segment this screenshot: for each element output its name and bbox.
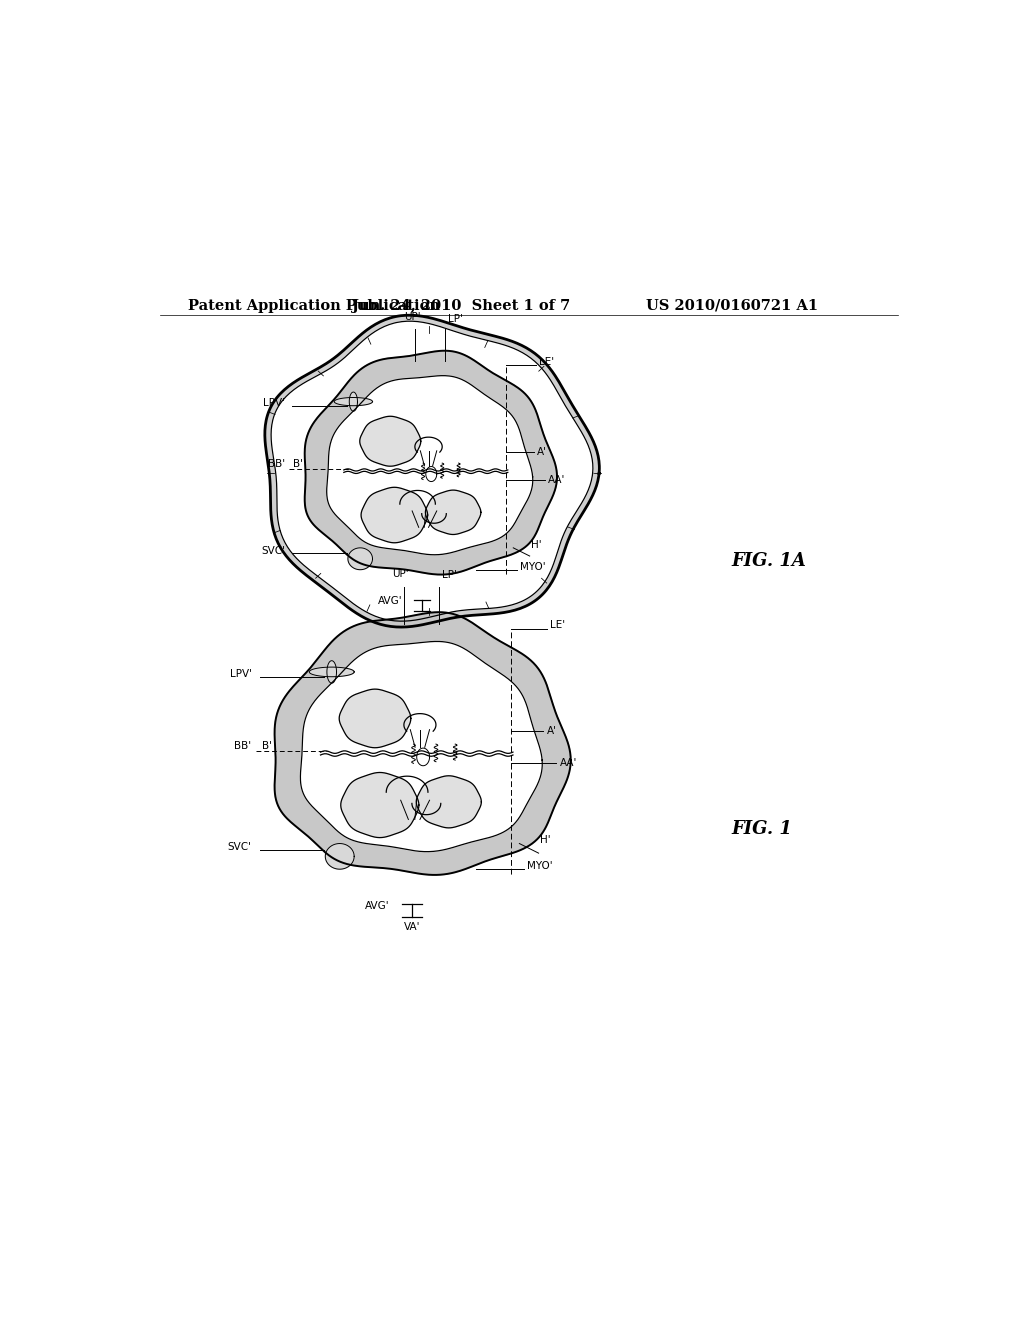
Text: A': A' <box>547 726 557 737</box>
Text: RV': RV' <box>443 793 460 804</box>
Text: Jun. 24, 2010  Sheet 1 of 7: Jun. 24, 2010 Sheet 1 of 7 <box>352 298 570 313</box>
Polygon shape <box>359 416 421 466</box>
Text: LA': LA' <box>364 713 380 723</box>
Polygon shape <box>327 376 532 554</box>
Polygon shape <box>349 392 357 411</box>
Polygon shape <box>341 772 419 838</box>
Text: B': B' <box>293 459 303 470</box>
Text: UP': UP' <box>403 313 421 322</box>
Text: LP': LP' <box>442 570 458 581</box>
Text: BB': BB' <box>234 741 252 751</box>
Text: BB': BB' <box>268 459 285 470</box>
Text: LV': LV' <box>452 438 466 447</box>
Text: Patent Application Publication: Patent Application Publication <box>187 298 439 313</box>
Polygon shape <box>327 661 337 684</box>
Polygon shape <box>309 667 354 677</box>
Polygon shape <box>348 548 373 570</box>
Text: B': B' <box>262 741 272 751</box>
Text: AA': AA' <box>548 474 565 484</box>
Text: MYO': MYO' <box>520 562 546 572</box>
Polygon shape <box>339 689 411 747</box>
Text: MV': MV' <box>426 430 444 441</box>
Text: LE': LE' <box>550 620 565 631</box>
Text: LA': LA' <box>380 436 395 446</box>
Text: H': H' <box>541 836 551 845</box>
Polygon shape <box>265 315 599 627</box>
Text: SVC': SVC' <box>261 545 285 556</box>
Polygon shape <box>300 642 543 851</box>
Text: FIG. 1: FIG. 1 <box>731 820 792 838</box>
Polygon shape <box>305 351 557 574</box>
Polygon shape <box>271 321 593 622</box>
Text: UP': UP' <box>392 569 409 579</box>
Text: S': S' <box>423 744 432 754</box>
Text: TV': TV' <box>420 503 436 513</box>
Text: AA': AA' <box>559 758 577 768</box>
Polygon shape <box>334 397 373 405</box>
Text: TV': TV' <box>411 792 427 803</box>
Text: LE': LE' <box>540 356 554 367</box>
Text: S': S' <box>431 462 440 473</box>
Text: VA': VA' <box>414 615 430 624</box>
Text: SVC': SVC' <box>227 842 252 851</box>
Text: US 2010/0160721 A1: US 2010/0160721 A1 <box>646 298 818 313</box>
Text: LV': LV' <box>447 715 463 725</box>
Text: LPV': LPV' <box>263 397 285 408</box>
Text: FIG. 1A: FIG. 1A <box>731 552 806 570</box>
Text: MYO': MYO' <box>527 861 553 871</box>
Text: VA': VA' <box>403 923 420 932</box>
Polygon shape <box>274 612 570 875</box>
Text: A': A' <box>537 447 547 457</box>
Text: MV': MV' <box>417 708 435 717</box>
Text: LP': LP' <box>447 314 463 323</box>
Polygon shape <box>416 776 481 828</box>
Text: RV': RV' <box>447 504 464 515</box>
Polygon shape <box>326 843 354 869</box>
Polygon shape <box>361 487 428 543</box>
Text: AVG': AVG' <box>378 597 402 606</box>
Text: RA': RA' <box>369 800 385 810</box>
Text: RA': RA' <box>383 510 400 520</box>
Text: LPV': LPV' <box>229 668 252 678</box>
Text: H': H' <box>531 540 542 550</box>
Polygon shape <box>425 490 481 535</box>
Text: AVG': AVG' <box>365 902 389 911</box>
